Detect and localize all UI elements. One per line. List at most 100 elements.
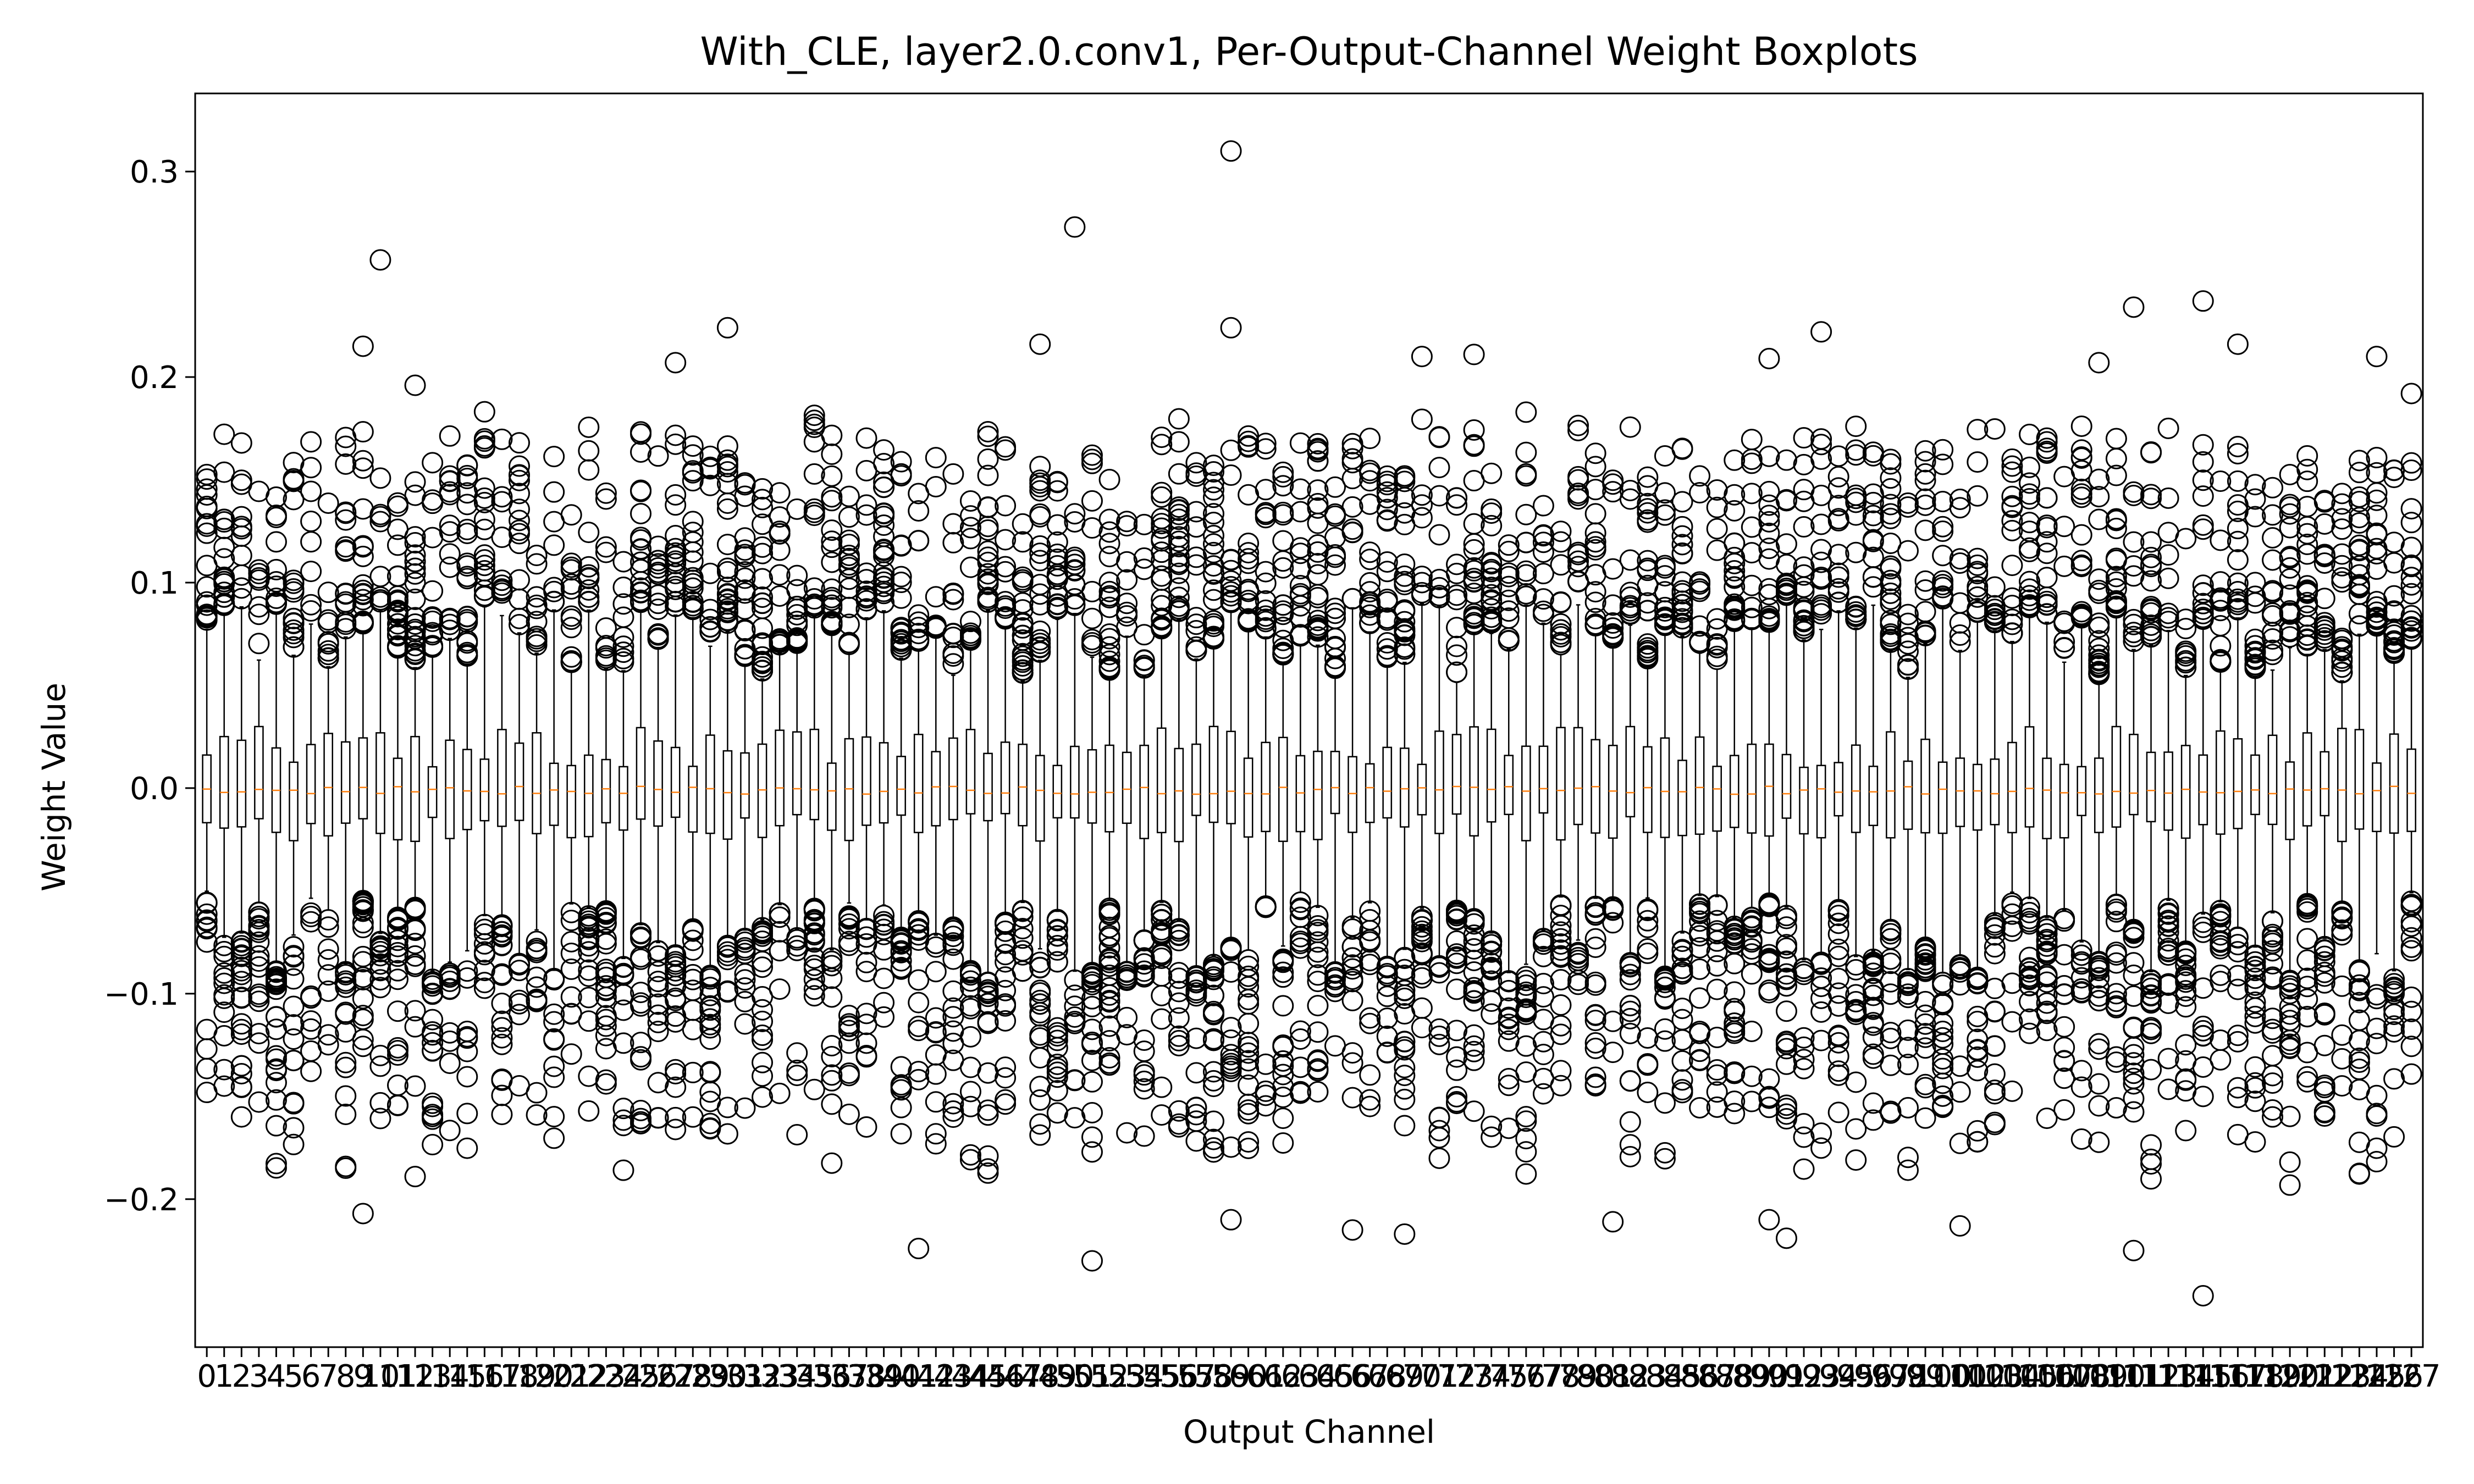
- outlier-point: [317, 909, 339, 931]
- outlier-point: [890, 958, 912, 980]
- outlier-point: [1758, 505, 1780, 527]
- outlier-point: [1202, 512, 1224, 534]
- outlier-point: [283, 1092, 305, 1114]
- outlier-point: [1238, 988, 1260, 1010]
- outlier-point: [699, 1062, 721, 1084]
- outlier-point: [1793, 564, 1815, 586]
- outlier-point: [1880, 1054, 1902, 1076]
- outlier-point: [1168, 500, 1190, 522]
- box: [1035, 755, 1045, 842]
- outlier-point: [1064, 1006, 1086, 1028]
- outlier-point: [1098, 951, 1120, 973]
- outlier-point: [369, 945, 391, 967]
- outlier-point: [1862, 979, 1884, 1001]
- outlier-point: [317, 938, 339, 960]
- outlier-point: [317, 949, 339, 971]
- outlier-point: [456, 568, 478, 590]
- outlier-point: [1151, 1076, 1173, 1098]
- outlier-point: [1793, 1113, 1815, 1135]
- outlier-point: [1202, 461, 1224, 483]
- outlier-point: [1637, 592, 1659, 614]
- outlier-point: [1671, 1082, 1693, 1104]
- outlier-point: [1428, 1120, 1450, 1142]
- outlier-point: [300, 457, 322, 479]
- outlier-point: [1411, 566, 1433, 588]
- outlier-point: [1116, 961, 1138, 983]
- outlier-point: [1046, 918, 1068, 940]
- outlier-point: [543, 1003, 565, 1025]
- outlier-point: [1532, 541, 1554, 563]
- outlier-point: [1220, 937, 1242, 959]
- outlier-point: [1897, 612, 1919, 634]
- outlier-point: [1098, 636, 1120, 658]
- outlier-point: [1897, 540, 1919, 562]
- outlier-point: [803, 922, 825, 944]
- outlier-point: [1394, 1088, 1416, 1110]
- outlier-point: [560, 651, 582, 673]
- outlier-point: [595, 901, 617, 923]
- outlier-point: [682, 460, 704, 482]
- outlier-point: [1133, 960, 1155, 982]
- outlier-point: [1741, 1021, 1763, 1043]
- outlier-point: [213, 972, 235, 994]
- outlier-point: [1394, 470, 1416, 492]
- box: [1764, 743, 1774, 837]
- outlier-point: [230, 1062, 252, 1084]
- outlier-point: [1046, 1066, 1068, 1088]
- outlier-point: [1654, 1148, 1676, 1170]
- outlier-point: [1289, 906, 1311, 928]
- outlier-point: [1498, 627, 1520, 649]
- box: [1868, 766, 1879, 827]
- outlier-point: [1238, 542, 1260, 564]
- outlier-point: [1046, 472, 1068, 494]
- box: [1643, 746, 1653, 833]
- outlier-point: [752, 950, 774, 972]
- outlier-point: [422, 624, 444, 646]
- outlier-point: [1654, 1142, 1676, 1164]
- outlier-point: [456, 1066, 478, 1088]
- box: [601, 758, 611, 824]
- outlier-point: [404, 625, 426, 647]
- outlier-point: [959, 970, 981, 992]
- outlier-point: [1880, 467, 1902, 489]
- box: [827, 762, 837, 831]
- outlier-point: [1029, 535, 1051, 557]
- outlier-point: [300, 906, 322, 928]
- outlier-point: [1671, 583, 1693, 605]
- outlier-point: [369, 586, 391, 608]
- outlier-point: [1515, 1035, 1537, 1057]
- outlier-point: [1446, 1020, 1468, 1042]
- outlier-point: [1394, 1065, 1416, 1087]
- outlier-point: [1619, 953, 1641, 975]
- box: [792, 731, 802, 816]
- outlier-point: [959, 1095, 981, 1117]
- outlier-point: [595, 482, 617, 504]
- outlier-point: [959, 517, 981, 539]
- outlier-point: [1029, 1005, 1051, 1027]
- outlier-point: [873, 539, 895, 561]
- outlier-point: [1463, 913, 1485, 935]
- outlier-point: [1463, 990, 1485, 1012]
- outlier-point: [265, 1018, 287, 1040]
- box: [254, 726, 264, 819]
- outlier-point: [1880, 1022, 1902, 1044]
- outlier-point: [1411, 920, 1433, 942]
- outlier-point: [1827, 1026, 1849, 1048]
- outlier-point: [1168, 518, 1190, 540]
- outlier-point: [352, 1036, 374, 1057]
- outlier-point: [1775, 572, 1797, 594]
- outlier-point: [1081, 452, 1103, 474]
- outlier-point: [612, 964, 634, 986]
- outlier-point: [1758, 951, 1780, 973]
- outlier-point: [509, 432, 531, 454]
- outlier-point: [682, 964, 704, 985]
- outlier-point: [890, 566, 912, 588]
- outlier-point: [578, 459, 600, 481]
- outlier-point: [1202, 479, 1224, 501]
- outlier-point: [1671, 945, 1693, 967]
- outlier-point: [977, 464, 999, 486]
- outlier-point: [1012, 531, 1034, 553]
- box: [1556, 727, 1566, 841]
- outlier-point: [1619, 488, 1641, 510]
- outlier-point: [1567, 419, 1589, 441]
